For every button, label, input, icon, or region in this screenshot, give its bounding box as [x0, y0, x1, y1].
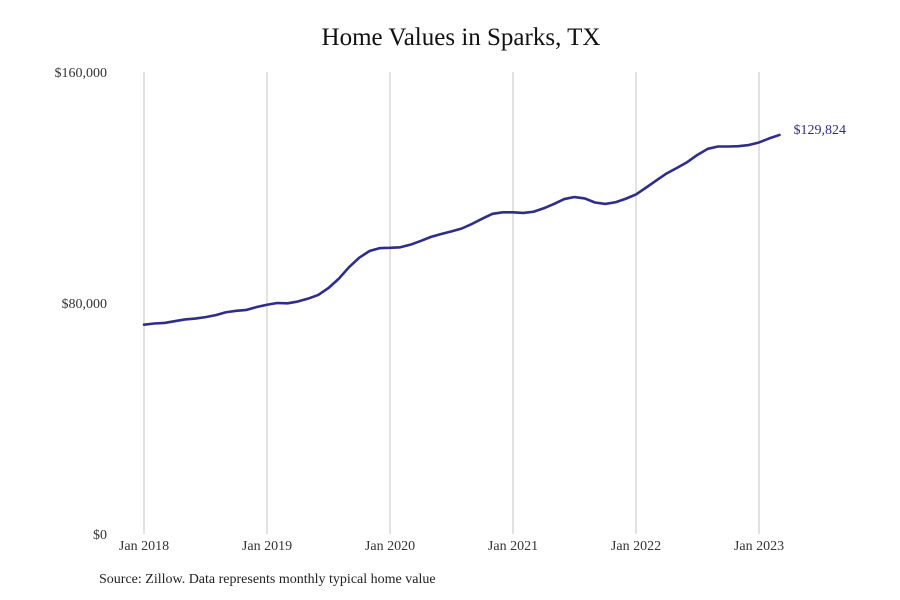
x-tick-label: Jan 2022: [611, 539, 661, 554]
x-tick-label: Jan 2020: [365, 539, 415, 554]
x-tick-label: Jan 2021: [488, 539, 538, 554]
home-value-series-line: [142, 133, 781, 326]
x-tick-label: Jan 2023: [734, 539, 784, 554]
y-axis-tick-labels: $0 $80,000 $160,000: [55, 66, 108, 543]
x-axis-tick-labels: Jan 2018 Jan 2019 Jan 2020 Jan 2021 Jan 2022…: [119, 539, 784, 554]
source-note: Source: Zillow. Data represents monthly …: [99, 572, 436, 587]
x-tick-label: Jan 2019: [242, 539, 292, 554]
y-tick-label: $80,000: [62, 297, 108, 312]
gridlines: [143, 72, 760, 534]
x-tick-label: Jan 2018: [119, 539, 169, 554]
last-value-label: $129,824: [794, 123, 847, 138]
y-tick-label: $160,000: [55, 66, 108, 81]
y-tick-label: $0: [93, 528, 107, 543]
chart-title: Home Values in Sparks, TX: [321, 24, 601, 51]
